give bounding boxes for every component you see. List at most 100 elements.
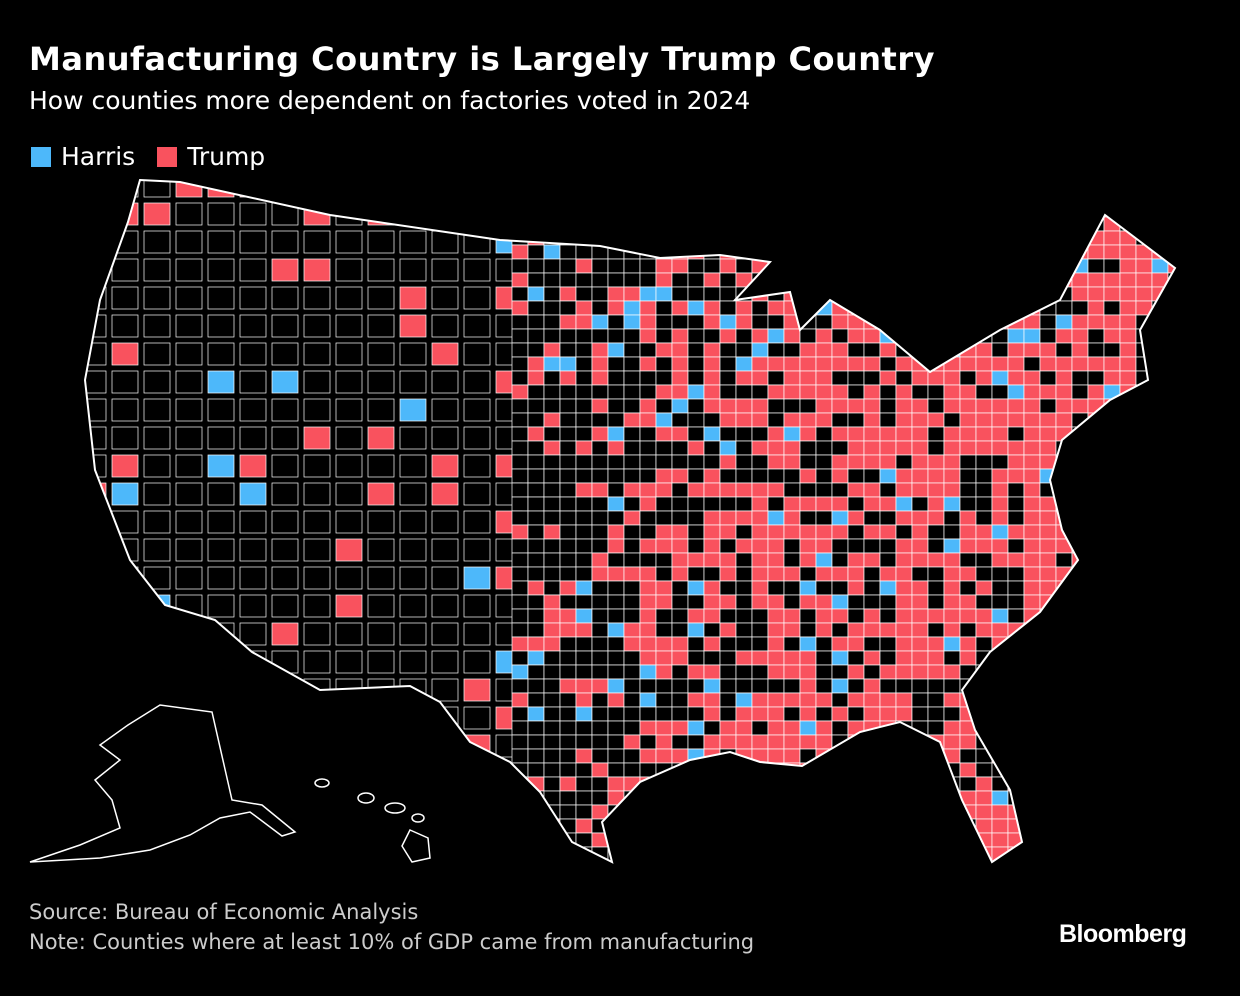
county-cell (1103, 678, 1121, 694)
county-cell (543, 202, 561, 218)
county-cell (943, 734, 961, 750)
county-cell (799, 328, 817, 344)
county-cell (847, 440, 865, 456)
county-cell (575, 496, 593, 512)
county-cell (719, 608, 737, 624)
county-cell (1103, 720, 1121, 736)
county-cell (991, 748, 1009, 764)
county-cell (575, 468, 593, 484)
county-cell (1007, 258, 1025, 274)
county-cell (591, 482, 609, 498)
county-cell (847, 188, 865, 204)
county-cell (895, 678, 913, 694)
county-cell (1135, 538, 1153, 554)
county-cell (1167, 650, 1175, 666)
county-cell (767, 272, 785, 288)
county-cell (85, 678, 107, 702)
county-cell (959, 622, 977, 638)
county-cell (719, 706, 737, 722)
county-cell (767, 860, 785, 862)
county-cell (527, 566, 545, 582)
county-cell (335, 314, 363, 338)
county-cell (639, 216, 657, 232)
county-cell (575, 180, 593, 190)
county-cell (175, 594, 203, 618)
county-cell (783, 608, 801, 624)
county-cell (639, 636, 657, 652)
county-cell (271, 510, 299, 534)
county-cell (719, 356, 737, 372)
county-cell (303, 286, 331, 310)
county-cell (335, 258, 363, 282)
county-cell (671, 594, 689, 610)
county-cell (575, 524, 593, 540)
county-cell (719, 426, 737, 442)
county-cell (1151, 622, 1169, 638)
county-cell (239, 818, 267, 842)
county-cell (959, 832, 977, 848)
county-cell (735, 580, 753, 596)
county-cell (847, 664, 865, 680)
county-cell (927, 300, 945, 316)
county-cell (1135, 496, 1153, 512)
county-cell (575, 804, 593, 820)
county-cell (1039, 412, 1057, 428)
county-cell (511, 594, 529, 610)
county-cell (463, 846, 491, 862)
county-cell (607, 202, 625, 218)
county-cell (895, 272, 913, 288)
county-cell (687, 384, 705, 400)
county-cell (783, 230, 801, 246)
county-cell (559, 244, 577, 260)
county-cell (527, 678, 545, 694)
county-cell (463, 818, 491, 842)
county-cell (751, 636, 769, 652)
county-cell (1007, 496, 1025, 512)
county-cell (927, 370, 945, 386)
county-cell (1039, 706, 1057, 722)
county-cell (703, 300, 721, 316)
county-cell (1135, 678, 1153, 694)
county-cell (399, 678, 427, 702)
county-cell (991, 286, 1009, 302)
county-cell (511, 804, 529, 820)
county-cell (943, 706, 961, 722)
county-cell (831, 692, 849, 708)
county-cell (559, 412, 577, 428)
county-cell (85, 650, 107, 674)
county-cell (511, 342, 529, 358)
county-cell (1087, 356, 1105, 372)
county-cell (527, 804, 545, 820)
county-cell (975, 370, 993, 386)
county-cell (1055, 594, 1073, 610)
county-cell (735, 762, 753, 778)
county-cell (815, 258, 833, 274)
county-cell (751, 426, 769, 442)
county-cell (847, 818, 865, 834)
county-cell (1055, 650, 1073, 666)
county-cell (879, 692, 897, 708)
county-cell (1167, 496, 1175, 512)
county-cell (751, 692, 769, 708)
county-cell (111, 566, 139, 590)
county-cell (1055, 384, 1073, 400)
county-cell (1167, 180, 1175, 190)
county-cell (767, 188, 785, 204)
county-cell (895, 566, 913, 582)
county-cell (655, 524, 673, 540)
county-cell (1007, 342, 1025, 358)
county-cell (543, 468, 561, 484)
county-cell (1103, 524, 1121, 540)
county-cell (831, 216, 849, 232)
county-cell (847, 748, 865, 764)
county-cell (1071, 622, 1089, 638)
county-cell (399, 622, 427, 646)
county-cell (527, 832, 545, 848)
county-cell (959, 370, 977, 386)
county-cell (911, 580, 929, 596)
county-cell (783, 790, 801, 806)
county-cell (895, 496, 913, 512)
county-cell (991, 300, 1009, 316)
county-cell (1071, 398, 1089, 414)
county-cell (959, 860, 977, 862)
